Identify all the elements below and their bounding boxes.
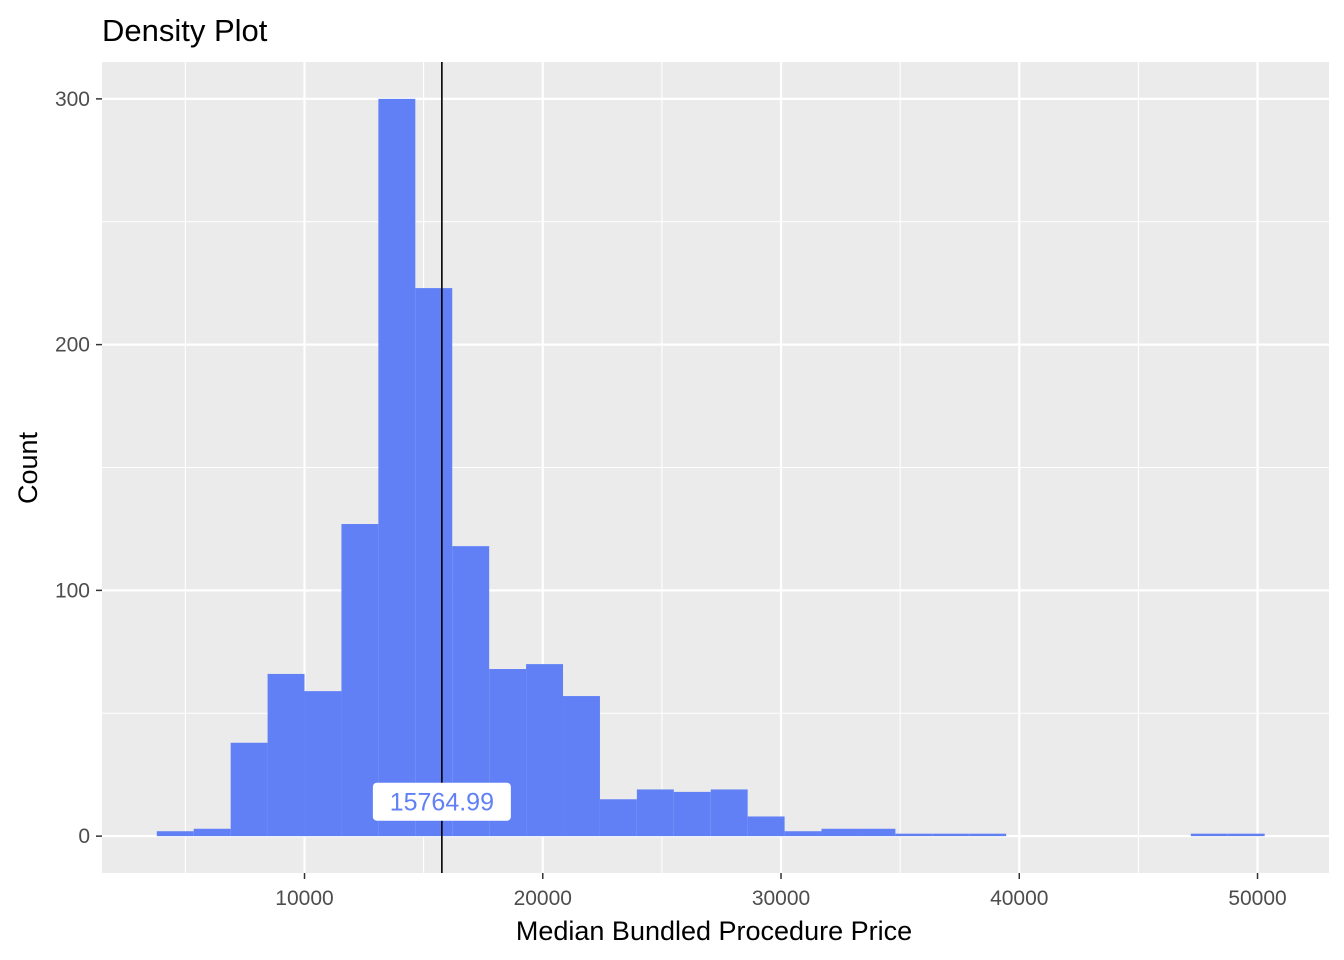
median-label-background — [372, 782, 511, 821]
y-tick-label: 0 — [78, 825, 90, 848]
histogram-bar — [784, 831, 822, 837]
histogram-bar — [747, 816, 785, 837]
histogram-bar — [895, 833, 933, 837]
histogram-bar — [673, 791, 711, 837]
histogram-bar — [1227, 833, 1265, 837]
y-tick-label: 300 — [55, 88, 90, 111]
histogram-bar — [230, 742, 268, 837]
histogram-bar — [858, 828, 896, 837]
x-tick-label: 50000 — [1228, 887, 1286, 910]
y-tick-label: 100 — [55, 579, 90, 602]
histogram-bar — [526, 664, 564, 837]
histogram-bar — [563, 696, 600, 837]
histogram-bars — [156, 98, 1265, 837]
histogram-bar — [969, 833, 1007, 837]
x-tick-label: 20000 — [514, 887, 572, 910]
median-label-text: 15764.99 — [390, 789, 494, 817]
x-axis-ticks: 10000 20000 30000 40000 50000 — [275, 873, 1287, 910]
y-axis-title: Count — [13, 431, 43, 504]
histogram-bar — [378, 98, 416, 837]
histogram-bar — [821, 828, 859, 837]
histogram-bar — [304, 691, 342, 837]
chart-title: Density Plot — [102, 13, 268, 48]
histogram-bar — [267, 673, 305, 837]
y-axis-ticks: 0 100 200 300 — [55, 88, 102, 848]
histogram-bar — [636, 789, 674, 837]
x-tick-label: 30000 — [752, 887, 810, 910]
y-tick-label: 200 — [55, 334, 90, 357]
x-axis-title: Median Bundled Procedure Price — [516, 916, 912, 946]
median-label: 15764.99 — [372, 782, 511, 821]
histogram-bar — [932, 833, 970, 837]
x-tick-label: 40000 — [990, 887, 1048, 910]
histogram-bar — [710, 789, 748, 837]
histogram-bar — [599, 799, 637, 837]
histogram-bar — [415, 288, 453, 837]
histogram-bar — [193, 828, 231, 837]
histogram-bar — [1190, 833, 1228, 837]
x-tick-label: 10000 — [275, 887, 333, 910]
histogram-bar — [156, 831, 194, 837]
histogram-bar — [341, 524, 379, 837]
